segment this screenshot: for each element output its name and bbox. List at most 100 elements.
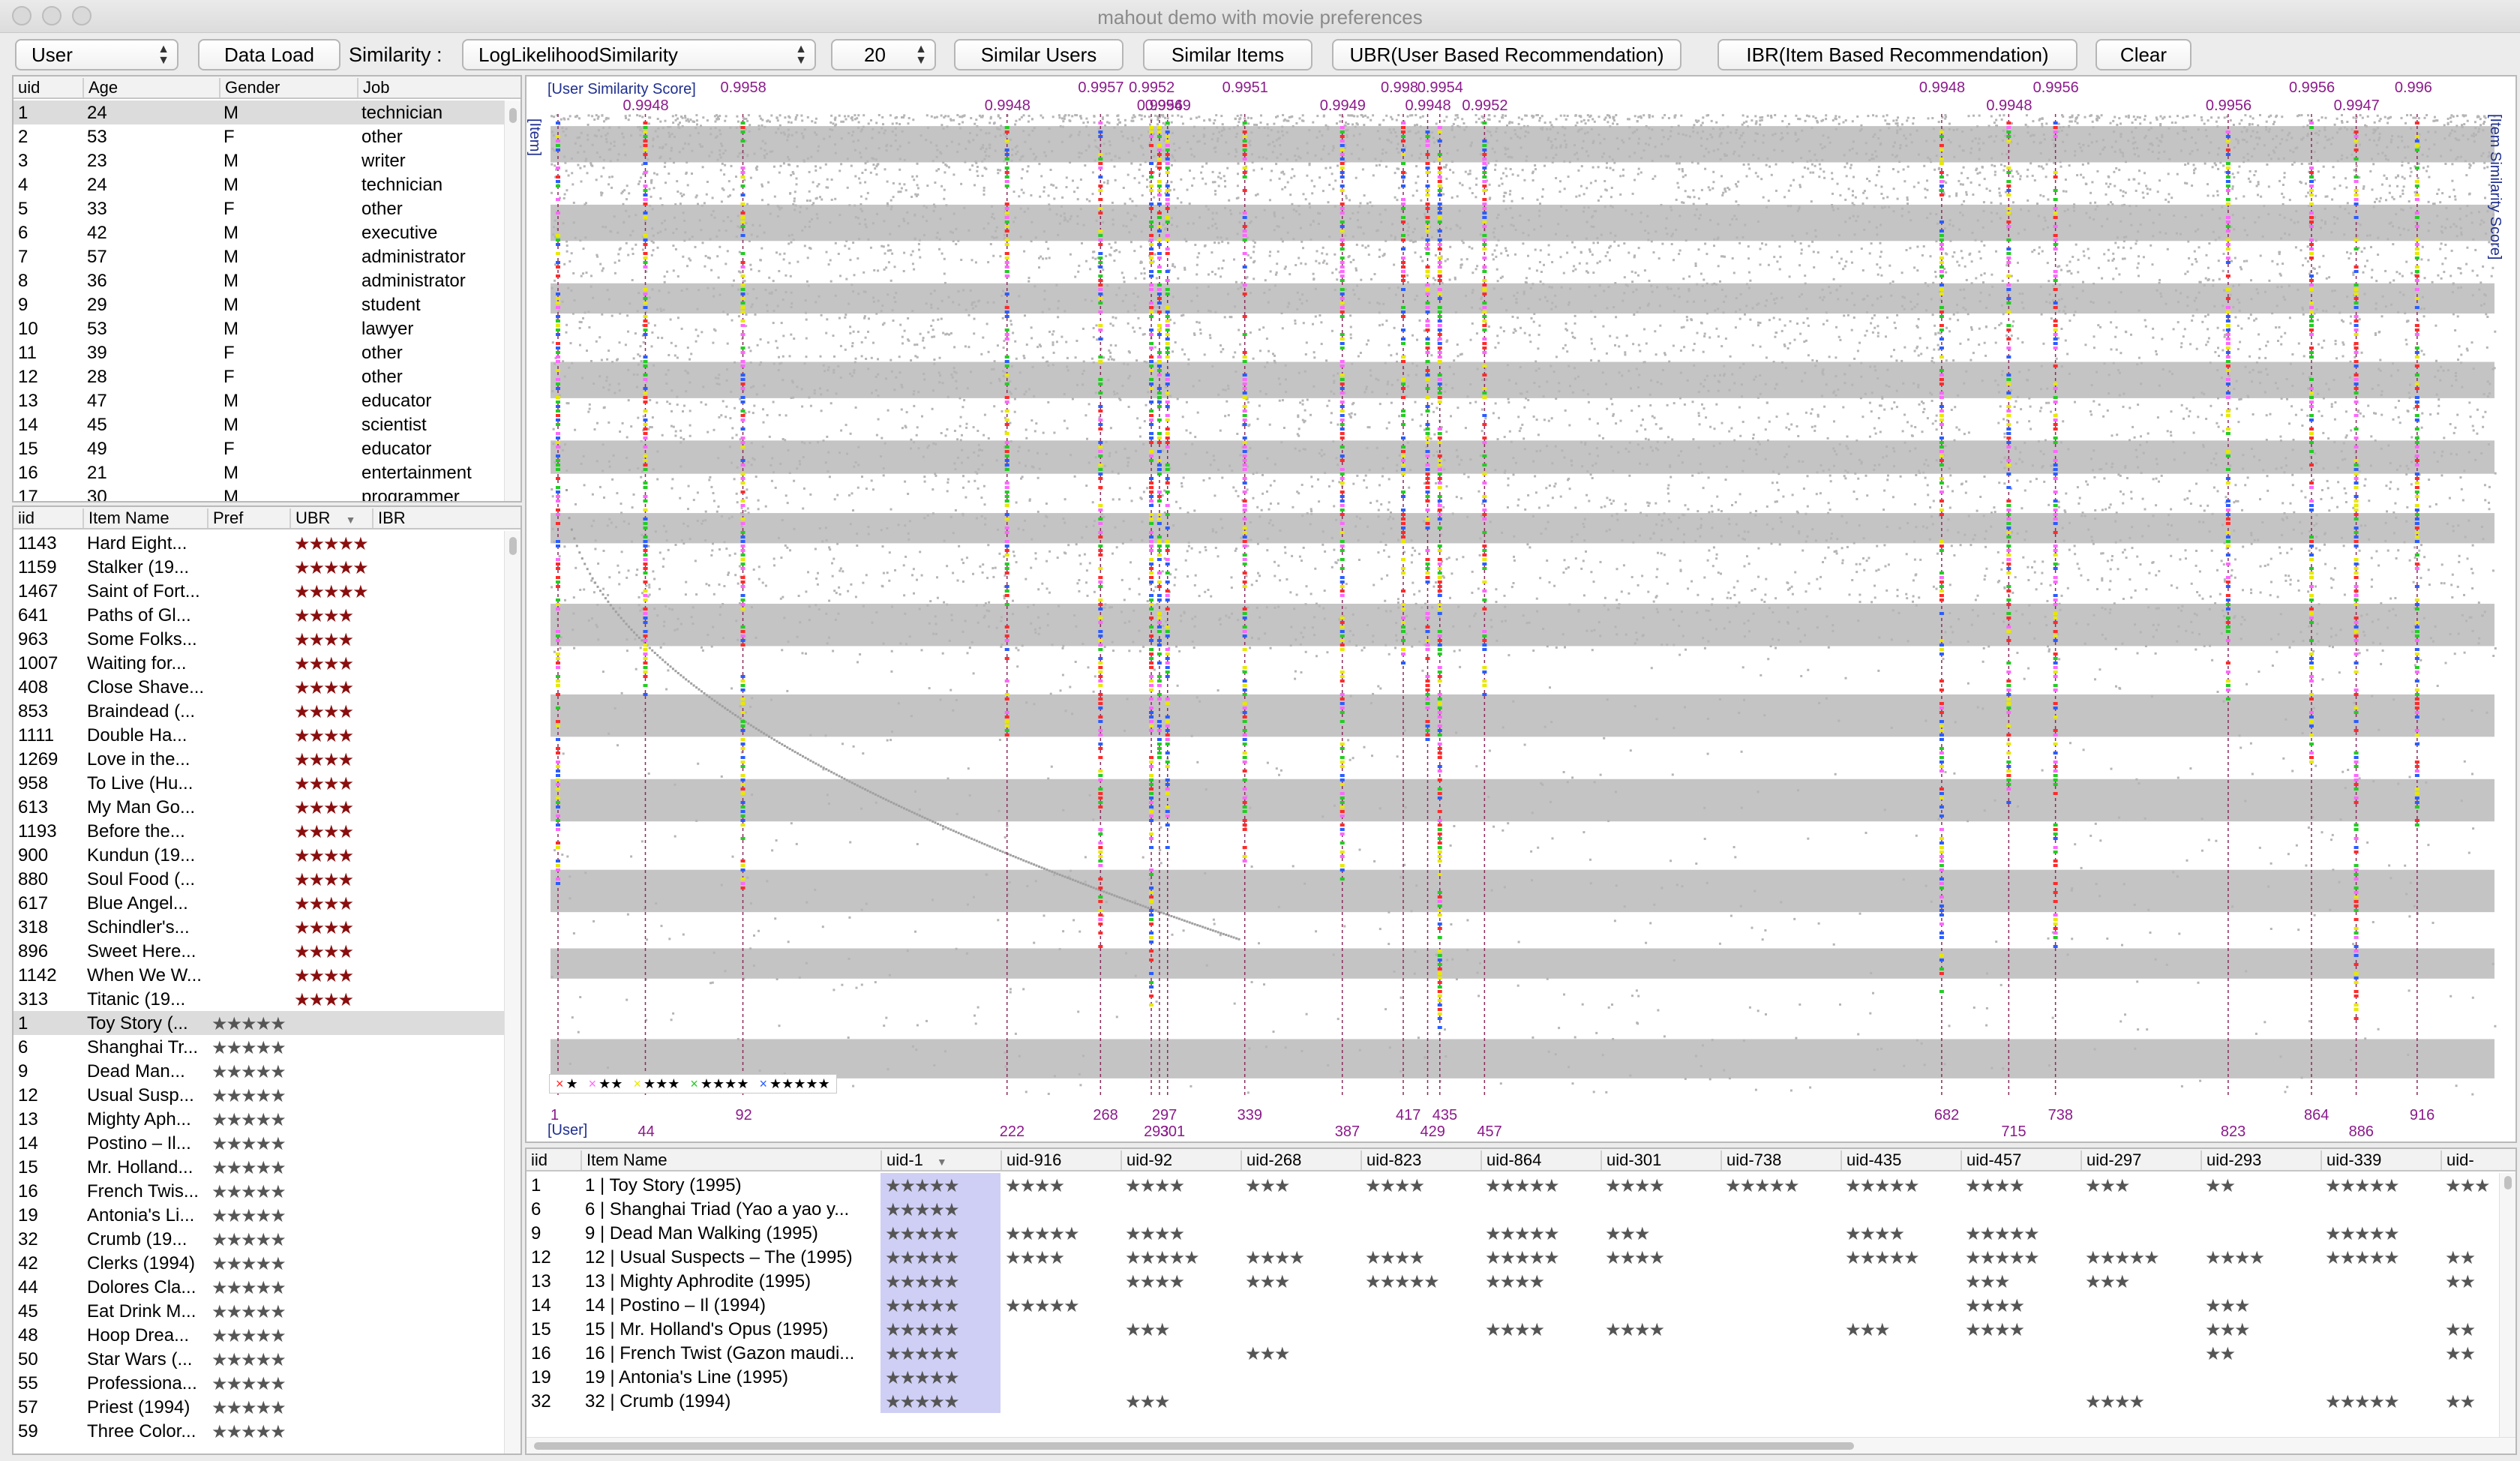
item-row[interactable]: 42 Clerks (1994) ★★★★★ (14, 1251, 520, 1275)
item-row[interactable]: 6 Shanghai Tr... ★★★★★ (14, 1035, 520, 1059)
item-row[interactable]: 963 Some Folks... ★★★★ (14, 627, 520, 651)
item-row[interactable]: 13 Mighty Aph... ★★★★★ (14, 1107, 520, 1131)
item-row[interactable]: 12 Usual Susp... ★★★★★ (14, 1083, 520, 1107)
matrix-column-header[interactable]: uid-268 (1240, 1150, 1360, 1170)
users-table-scrollbar[interactable] (504, 100, 520, 501)
scrollbar-thumb[interactable] (2504, 1176, 2512, 1190)
column-header-ibr[interactable]: IBR (372, 508, 507, 528)
matrix-column-header[interactable]: uid-297 (2080, 1150, 2200, 1170)
item-row[interactable]: 958 To Live (Hu... ★★★★ (14, 771, 520, 795)
zoom-window-button[interactable] (72, 6, 92, 26)
items-table-scrollbar[interactable] (504, 531, 520, 1454)
ibr-button[interactable]: IBR(Item Based Recommendation) (1718, 39, 2078, 70)
preference-matrix-plot[interactable] (526, 76, 2517, 1143)
matrix-column-header[interactable]: iid (526, 1150, 580, 1170)
mode-select[interactable]: User ▲ ▼ (15, 39, 178, 70)
item-row[interactable]: 617 Blue Angel... ★★★★ (14, 891, 520, 915)
item-row[interactable]: 15 Mr. Holland... ★★★★★ (14, 1155, 520, 1179)
column-header-iid[interactable]: iid (18, 508, 35, 527)
item-row[interactable]: 44 Dolores Cla... ★★★★★ (14, 1275, 520, 1299)
matrix-column-header[interactable]: uid-435 (1840, 1150, 1960, 1170)
matrix-column-header[interactable]: uid-457 (1960, 1150, 2080, 1170)
matrix-row[interactable]: 12 12 | Usual Suspects – The (1995) ★★★★★ ★… (526, 1245, 2516, 1269)
item-row[interactable]: 1269 Love in the... ★★★★ (14, 747, 520, 771)
matrix-row[interactable]: 13 13 | Mighty Aphrodite (1995) ★★★★★ ★★★★ ★… (526, 1269, 2516, 1293)
similar-items-button[interactable]: Similar Items (1143, 39, 1312, 70)
matrix-column-header[interactable]: uid-864 (1480, 1150, 1600, 1170)
item-row[interactable]: 57 Priest (1994) ★★★★★ (14, 1395, 520, 1419)
matrix-row[interactable]: 15 15 | Mr. Holland's Opus (1995) ★★★★★ ★★★… (526, 1317, 2516, 1341)
item-row[interactable]: 16 French Twis... ★★★★★ (14, 1179, 520, 1203)
item-row[interactable]: 408 Close Shave... ★★★★ (14, 675, 520, 699)
item-row[interactable]: 1193 Before the... ★★★★ (14, 819, 520, 843)
item-row[interactable]: 19 Antonia's Li... ★★★★★ (14, 1203, 520, 1227)
item-row[interactable]: 1111 Double Ha... ★★★★ (14, 723, 520, 747)
item-row[interactable]: 1467 Saint of Fort... ★★★★★ (14, 579, 520, 603)
matrix-column-header[interactable]: uid-823 (1360, 1150, 1480, 1170)
column-header-uid[interactable]: uid (18, 78, 40, 97)
item-row[interactable]: 50 Star Wars (... ★★★★★ (14, 1347, 520, 1371)
item-row[interactable]: 853 Braindead (... ★★★★ (14, 699, 520, 723)
item-row[interactable]: 14 Postino – Il... ★★★★★ (14, 1131, 520, 1155)
column-header-ubr[interactable]: UBR ▼ (290, 508, 372, 528)
item-row[interactable]: 1159 Stalker (19... ★★★★★ (14, 555, 520, 579)
matrix-row[interactable]: 14 14 | Postino – Il (1994) ★★★★★ ★★★★★ ★★★★… (526, 1293, 2516, 1317)
count-select[interactable]: 20 ▲ ▼ (831, 39, 936, 70)
similar-users-button[interactable]: Similar Users (954, 39, 1124, 70)
item-row[interactable]: 32 Crumb (19... ★★★★★ (14, 1227, 520, 1251)
matrix-column-header[interactable]: uid-339 (2320, 1150, 2440, 1170)
column-header-job[interactable]: Job (357, 78, 507, 98)
item-row[interactable]: 1007 Waiting for... ★★★★ (14, 651, 520, 675)
column-header-pref[interactable]: Pref (207, 508, 290, 528)
matrix-row[interactable]: 16 16 | French Twist (Gazon maudi... ★★★★★… (526, 1341, 2516, 1365)
minimize-window-button[interactable] (42, 6, 62, 26)
item-row[interactable]: 48 Hoop Drea... ★★★★★ (14, 1323, 520, 1347)
data-load-button[interactable]: Data Load (198, 39, 340, 70)
similarity-select[interactable]: LogLikelihoodSimilarity ▲ ▼ (462, 39, 816, 70)
scrollbar-thumb[interactable] (509, 108, 517, 123)
item-row[interactable]: 318 Schindler's... ★★★★ (14, 915, 520, 939)
column-header-gender[interactable]: Gender (219, 78, 357, 98)
ubr-button[interactable]: UBR(User Based Recommendation) (1332, 39, 1682, 70)
matrix-column-header[interactable]: uid-301 (1600, 1150, 1720, 1170)
matrix-column-header[interactable]: Item Name (580, 1150, 880, 1170)
item-row[interactable]: 880 Soul Food (... ★★★★ (14, 867, 520, 891)
item-row[interactable]: 55 Professiona... ★★★★★ (14, 1371, 520, 1395)
item-row[interactable]: 641 Paths of Gl... ★★★★ (14, 603, 520, 627)
matrix-horizontal-scrollbar[interactable] (526, 1437, 2516, 1454)
column-header-item-name[interactable]: Item Name (82, 508, 207, 528)
matrix-column-header[interactable]: uid-92 (1120, 1150, 1240, 1170)
item-row[interactable]: 1142 When We W... ★★★★ (14, 963, 520, 987)
item-row[interactable]: 1 Toy Story (... ★★★★★ (14, 1011, 520, 1035)
item-row[interactable]: 59 Three Color... ★★★★★ (14, 1419, 520, 1443)
scrollbar-thumb[interactable] (534, 1442, 1854, 1450)
matrix-vertical-scrollbar[interactable] (2499, 1173, 2516, 1437)
similarity-visualization[interactable]: [User Similarity Score] [Item] [Item Sim… (525, 75, 2517, 1143)
scrollbar-thumb[interactable] (509, 537, 517, 555)
item-row[interactable]: 313 Titanic (19... ★★★★ (14, 987, 520, 1011)
matrix-row[interactable]: 19 19 | Antonia's Line (1995) ★★★★★ (526, 1365, 2516, 1389)
matrix-column-header[interactable]: uid-293 (2200, 1150, 2320, 1170)
item-row[interactable]: 45 Eat Drink M... ★★★★★ (14, 1299, 520, 1323)
item-row[interactable]: 613 My Man Go... ★★★★ (14, 795, 520, 819)
